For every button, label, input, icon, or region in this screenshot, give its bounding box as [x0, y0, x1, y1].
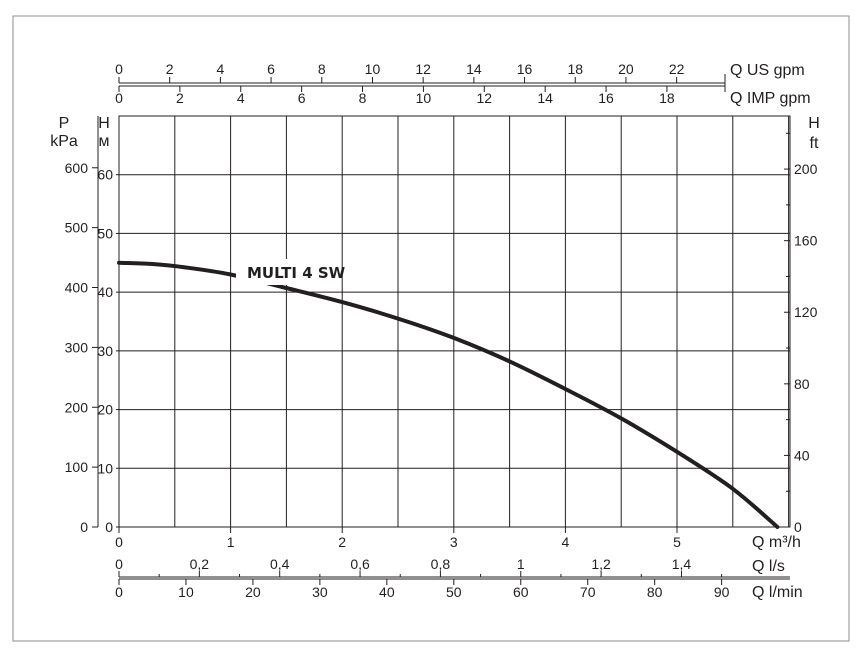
y-tick-label-m: 20 — [97, 402, 113, 418]
lpm-tick-label: 20 — [245, 584, 261, 600]
us-gpm-tick-label: 0 — [115, 61, 123, 77]
x-axis-label-m3h: Q m³/h — [752, 534, 801, 551]
series-label-background — [236, 259, 332, 285]
y-tick-label-m: 10 — [97, 460, 113, 476]
us-gpm-tick-label: 10 — [365, 61, 381, 77]
lps-axis-label: Q l/s — [752, 558, 785, 575]
us-gpm-tick-label: 12 — [415, 61, 431, 77]
pressure-tick-label: 200 — [65, 399, 89, 415]
ft-axis-label-top: H — [808, 115, 820, 132]
imp-gpm-tick-label: 8 — [359, 90, 367, 106]
lpm-tick-label: 40 — [379, 584, 395, 600]
m-axis-label-top: H — [98, 115, 110, 132]
plot-area-border — [118, 115, 791, 528]
us-gpm-tick-label: 18 — [567, 61, 583, 77]
grid-layer — [118, 115, 791, 528]
lps-tick-label: 0,4 — [270, 556, 290, 572]
series-label-multi-4-sw: MULTI 4 SW — [247, 264, 346, 282]
x-tick-label-m3h: 0 — [115, 534, 123, 550]
lpm-tick-label: 90 — [714, 584, 730, 600]
lpm-tick-label: 80 — [647, 584, 663, 600]
imp-gpm-tick-label: 10 — [416, 90, 432, 106]
axes-layer — [92, 74, 790, 585]
pressure-tick-label: 500 — [65, 220, 89, 236]
y-tick-label-m: 30 — [97, 343, 113, 359]
pressure-tick-label: 400 — [65, 280, 89, 296]
imp-gpm-tick-label: 6 — [298, 90, 306, 106]
pressure-axis-label-top: P — [59, 115, 70, 132]
pressure-tick-label: 300 — [65, 339, 89, 355]
pressure-axis-label-bottom: kPa — [50, 133, 78, 150]
imp-gpm-tick-label: 4 — [237, 90, 245, 106]
imp-gpm-axis-label: Q IMP gpm — [730, 90, 811, 107]
us-gpm-tick-label: 6 — [267, 61, 275, 77]
y-tick-label-m: 60 — [97, 167, 113, 183]
x-tick-label-m3h: 3 — [450, 534, 458, 550]
imp-gpm-tick-label: 12 — [476, 90, 492, 106]
us-gpm-tick-label: 4 — [216, 61, 224, 77]
lpm-tick-label: 0 — [115, 584, 123, 600]
lpm-tick-label: 30 — [312, 584, 328, 600]
imp-gpm-tick-label: 16 — [598, 90, 614, 106]
curve-layer — [117, 260, 780, 529]
us-gpm-tick-label: 16 — [517, 61, 533, 77]
imp-gpm-tick-label: 14 — [537, 90, 553, 106]
pressure-tick-label: 100 — [65, 459, 89, 475]
lpm-tick-label: 10 — [178, 584, 194, 600]
imp-gpm-tick-label: 0 — [115, 90, 123, 106]
lps-tick-label: 1,2 — [591, 556, 611, 572]
lps-tick-label: 0 — [115, 556, 123, 572]
lps-tick-label: 1 — [517, 556, 525, 572]
ft-tick-label: 40 — [794, 447, 810, 463]
ft-tick-label: 160 — [794, 233, 818, 249]
us-gpm-tick-label: 8 — [318, 61, 326, 77]
m-axis-label-bottom: м — [99, 133, 110, 150]
ft-tick-label: 80 — [794, 376, 810, 392]
lps-tick-label: 0,8 — [431, 556, 451, 572]
x-tick-label-m3h: 1 — [227, 534, 235, 550]
us-gpm-tick-label: 14 — [466, 61, 482, 77]
x-tick-label-m3h: 2 — [338, 534, 346, 550]
lpm-axis-label: Q l/min — [752, 584, 803, 601]
lps-tick-label: 0,2 — [190, 556, 210, 572]
text-layer: 01020304050600100200300400500600PkPaHм04… — [50, 61, 820, 601]
lpm-tick-label: 70 — [580, 584, 596, 600]
ft-axis-label-bottom: ft — [810, 135, 819, 152]
ft-tick-label: 0 — [794, 519, 802, 535]
x-tick-label-m3h: 4 — [562, 534, 570, 550]
imp-gpm-tick-label: 18 — [659, 90, 675, 106]
pressure-tick-label: 600 — [65, 160, 89, 176]
lps-tick-label: 0,6 — [350, 556, 370, 572]
imp-gpm-tick-label: 2 — [176, 90, 184, 106]
y-tick-label-m: 50 — [97, 225, 113, 241]
us-gpm-tick-label: 2 — [166, 61, 174, 77]
pressure-tick-label: 0 — [80, 519, 88, 535]
lpm-tick-label: 60 — [513, 584, 529, 600]
us-gpm-axis-label: Q US gpm — [730, 62, 805, 79]
us-gpm-tick-label: 22 — [669, 61, 685, 77]
lpm-tick-label: 50 — [446, 584, 462, 600]
ft-tick-label: 200 — [794, 161, 818, 177]
y-tick-label-m: 40 — [97, 284, 113, 300]
ft-tick-label: 120 — [794, 304, 818, 320]
lps-tick-label: 1,4 — [672, 556, 692, 572]
us-gpm-tick-label: 20 — [618, 61, 634, 77]
y-tick-label-m: 0 — [105, 519, 113, 535]
series-line-multi-4-sw — [117, 260, 780, 529]
x-tick-label-m3h: 5 — [673, 534, 681, 550]
